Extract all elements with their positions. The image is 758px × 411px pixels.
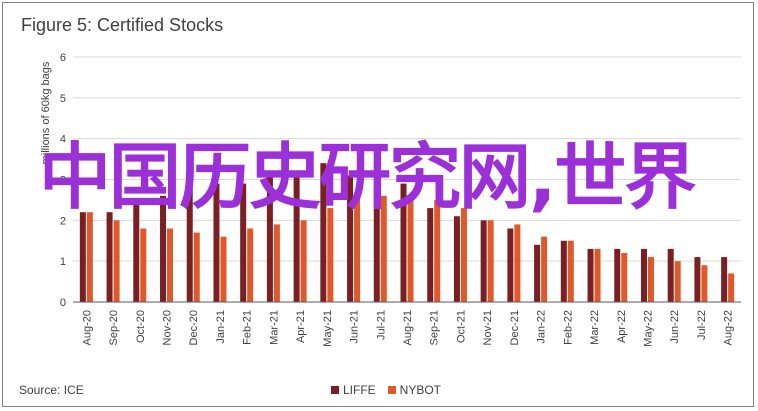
y-tick-label: 2	[60, 215, 66, 227]
chart-plot: 0 1 2 3 4 5 6 Aug-20 Sep-20 Oct-20 Nov-20 Dec-20 Ja…	[60, 52, 741, 347]
x-tick-label: Jul-21	[375, 310, 387, 340]
y-tick-label: 4	[60, 134, 66, 146]
bar-nybot-mar-21	[273, 224, 280, 302]
x-tick-label: May-22	[642, 310, 654, 347]
bar-liffe-may-21	[320, 163, 327, 302]
y-tick-labels: 0 1 2 3 4 5 6	[60, 52, 66, 309]
bar-liffe-aug-22	[721, 257, 728, 302]
bar-liffe-apr-22	[614, 248, 621, 302]
bar-liffe-mar-21	[266, 175, 273, 302]
x-tick-label: Apr-22	[616, 310, 628, 343]
x-tick-label: Feb-21	[242, 310, 254, 345]
bar-nybot-jul-21	[380, 195, 387, 302]
bar-nybot-oct-21	[460, 208, 467, 302]
bar-liffe-nov-20	[160, 195, 167, 302]
bar-nybot-aug-20	[86, 212, 93, 302]
x-tick-label: Sep-20	[108, 310, 120, 345]
bar-liffe-dec-21	[507, 228, 514, 302]
bar-nybot-feb-22	[567, 240, 574, 302]
bar-nybot-nov-20	[167, 228, 174, 302]
x-tick-labels: Aug-20 Sep-20 Oct-20 Nov-20 Dec-20 Jan-21 Feb-…	[81, 310, 734, 347]
y-tick-label: 6	[60, 52, 66, 64]
bar-nybot-aug-21	[407, 195, 414, 302]
y-tick-label: 0	[60, 297, 66, 309]
bar-liffe-may-22	[640, 248, 647, 302]
x-tick-label: Nov-20	[162, 310, 174, 345]
legend-label-liffe: LIFFE	[343, 383, 376, 397]
x-tick-label: Jan-22	[536, 310, 548, 344]
bar-nybot-dec-20	[193, 232, 200, 302]
bar-nybot-jan-21	[220, 236, 227, 302]
x-tick-label: Dec-20	[188, 310, 200, 345]
bars	[79, 163, 735, 302]
bar-nybot-oct-20	[140, 228, 147, 302]
bar-nybot-sep-20	[113, 220, 120, 302]
x-tick-label: Sep-21	[429, 310, 441, 345]
x-tick-label: Mar-21	[268, 310, 280, 345]
bar-liffe-jan-21	[213, 183, 220, 302]
x-tick-label: May-21	[322, 310, 334, 347]
bar-nybot-aug-22	[728, 273, 735, 302]
bar-liffe-aug-20	[79, 212, 86, 302]
bar-liffe-dec-20	[186, 187, 193, 302]
y-tick-label: 5	[60, 93, 66, 105]
x-tick-label: Jul-22	[696, 310, 708, 340]
legend-label-nybot: NYBOT	[399, 383, 442, 397]
y-tick-label: 3	[60, 175, 66, 187]
bar-liffe-feb-22	[560, 240, 567, 302]
x-tick-label: Dec-21	[509, 310, 521, 345]
bar-liffe-nov-21	[480, 220, 487, 302]
chart-frame: Figure 5: Certified Stocks millions of 6…	[2, 2, 754, 407]
x-tick-label: Mar-22	[589, 310, 601, 345]
source-note: Source: ICE	[19, 383, 84, 397]
x-tick-label: Apr-21	[295, 310, 307, 343]
bar-nybot-feb-21	[247, 228, 254, 302]
bar-liffe-jan-22	[534, 244, 541, 302]
bar-nybot-mar-22	[594, 248, 601, 302]
chart-title: Figure 5: Certified Stocks	[21, 15, 224, 35]
bar-nybot-jun-22	[674, 261, 681, 302]
bar-liffe-oct-20	[133, 204, 140, 302]
bar-nybot-apr-21	[300, 220, 307, 302]
bar-nybot-jul-22	[701, 265, 708, 302]
bar-nybot-may-22	[647, 257, 654, 302]
bar-liffe-sep-20	[106, 212, 113, 302]
x-tick-label: Oct-20	[135, 310, 147, 343]
legend-item-nybot: NYBOT	[387, 383, 442, 397]
x-tick-label: Oct-21	[455, 310, 467, 343]
bar-liffe-jul-22	[694, 257, 701, 302]
bar-liffe-oct-21	[453, 216, 460, 302]
bar-liffe-jul-21	[373, 187, 380, 302]
bar-liffe-feb-21	[240, 183, 247, 302]
x-tick-label: Feb-22	[562, 310, 574, 345]
bar-liffe-jun-22	[667, 248, 674, 302]
x-tick-label: Aug-20	[81, 310, 93, 345]
legend: LIFFE NYBOT	[331, 383, 441, 397]
bar-nybot-may-21	[327, 208, 334, 302]
legend-swatch-nybot	[387, 386, 396, 394]
gridlines	[73, 56, 741, 262]
bar-nybot-jan-22	[541, 236, 548, 302]
bar-liffe-jun-21	[347, 175, 354, 302]
legend-swatch-liffe	[331, 386, 339, 394]
bar-nybot-jun-21	[354, 195, 361, 302]
bar-liffe-apr-21	[293, 175, 300, 302]
legend-item-liffe: LIFFE	[331, 383, 376, 397]
x-tick-label: Jan-21	[215, 310, 227, 344]
x-tick-label: Aug-21	[402, 310, 414, 345]
bar-nybot-dec-21	[514, 224, 521, 302]
bar-liffe-aug-21	[400, 183, 407, 302]
x-tick-label: Jun-21	[349, 310, 361, 344]
x-tick-label: Jun-22	[669, 310, 681, 344]
x-tick-label: Nov-21	[482, 310, 494, 345]
x-tick-label: Aug-22	[723, 310, 735, 345]
bar-nybot-apr-22	[621, 253, 628, 302]
y-tick-label: 1	[60, 256, 66, 268]
bar-liffe-sep-21	[427, 208, 434, 302]
bar-liffe-mar-22	[587, 248, 594, 302]
bar-nybot-nov-21	[487, 220, 494, 302]
bar-nybot-sep-21	[434, 199, 441, 302]
